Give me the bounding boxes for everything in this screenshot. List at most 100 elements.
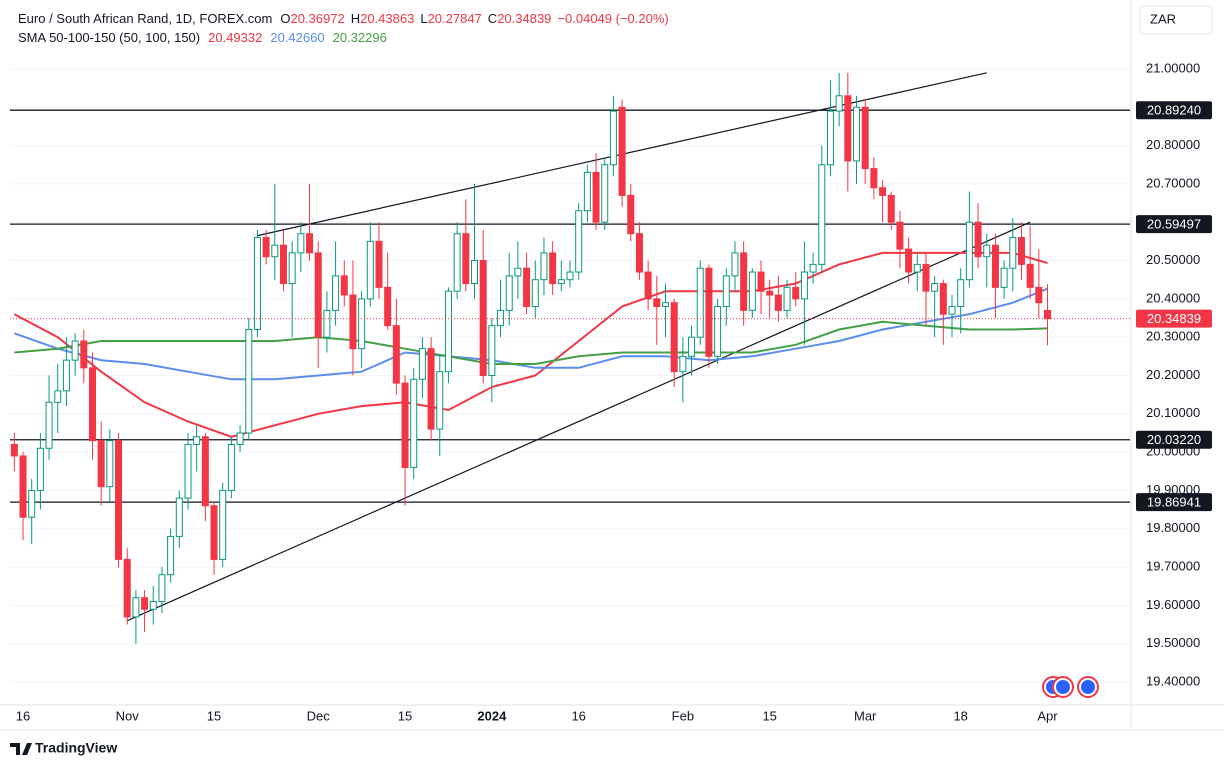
candle-body	[601, 164, 609, 223]
candle-body	[184, 443, 192, 499]
level-label: 20.59497	[1147, 217, 1201, 232]
candle-body	[488, 325, 496, 376]
candle-body	[314, 252, 322, 338]
candle-body	[679, 355, 687, 373]
candle-body	[418, 348, 426, 380]
candle-body	[253, 237, 261, 331]
y-tick-label: 20.40000	[1146, 290, 1200, 305]
candle-body	[115, 440, 123, 560]
sma-value: 20.42660	[270, 30, 324, 45]
candle-body	[392, 325, 400, 384]
candle-body	[792, 286, 800, 300]
candle-body	[644, 271, 652, 300]
level-label: 20.03220	[1147, 432, 1201, 447]
sma-value: 20.32296	[333, 30, 387, 45]
ohlc-value: 20.27847	[428, 11, 482, 26]
candle-body	[809, 263, 817, 273]
plot-area	[10, 68, 1130, 683]
ohlc-value: 20.34839	[497, 11, 551, 26]
candle-body	[1009, 237, 1017, 269]
candle-body	[497, 309, 505, 327]
candle-body	[774, 294, 782, 311]
candle-body	[783, 286, 791, 311]
candle-body	[731, 252, 739, 277]
y-tick-label: 20.50000	[1146, 252, 1200, 267]
candle-body	[10, 443, 18, 457]
candle-body	[861, 106, 869, 170]
ohlc-key: C	[488, 11, 497, 26]
candle-body	[71, 340, 79, 361]
sma-value: 20.49332	[208, 30, 262, 45]
candle-body	[757, 271, 765, 292]
candle-body	[514, 267, 522, 277]
candle-body	[54, 390, 62, 403]
candle-body	[653, 298, 661, 308]
event-icon	[1081, 680, 1095, 694]
candle-body	[1017, 237, 1025, 265]
sma-line	[13, 251, 1048, 438]
axes: 19.40000 19.50000 19.60000 19.70000 19.80000…	[16, 60, 1212, 723]
ohlc-key: L	[420, 11, 427, 26]
candle-body	[80, 340, 88, 369]
y-tick-label: 20.70000	[1146, 175, 1200, 190]
candle-body	[931, 283, 939, 292]
candle-body	[705, 267, 713, 357]
level-label: 19.86941	[1147, 495, 1201, 510]
candle-body	[583, 171, 591, 212]
candle-body	[1026, 263, 1034, 288]
candle-body	[948, 306, 956, 315]
sma-line	[13, 287, 1048, 381]
candle-body	[566, 271, 574, 281]
candle-body	[722, 275, 730, 308]
candle-body	[149, 601, 157, 610]
candle-body	[549, 252, 557, 285]
candle-body	[332, 275, 340, 311]
x-tick-label: 15	[207, 708, 221, 723]
brand: TradingView	[35, 740, 117, 756]
candle-body	[410, 378, 418, 468]
x-tick-label: 18	[953, 708, 967, 723]
candle-body	[193, 436, 201, 445]
x-tick-label: Dec	[307, 708, 331, 723]
candle-body	[896, 221, 904, 250]
candle-body	[19, 455, 27, 518]
y-tick-label: 19.90000	[1146, 482, 1200, 497]
event-icon	[1056, 680, 1070, 694]
level-label-box	[1136, 493, 1212, 512]
candle-body	[271, 244, 279, 258]
logo: TradingView	[10, 740, 117, 756]
y-tick-label: 20.10000	[1146, 405, 1200, 420]
candle-body	[175, 497, 183, 537]
candle-body	[835, 95, 843, 112]
currency-box[interactable]	[1139, 5, 1213, 35]
candle-body	[401, 382, 409, 468]
candle-body	[557, 279, 565, 285]
y-tick-label: 19.80000	[1146, 520, 1200, 535]
ohlc-key: H	[351, 11, 360, 26]
logo-mark	[10, 743, 32, 755]
ohlc-value: 20.36972	[290, 11, 344, 26]
x-tick-label: Apr	[1037, 708, 1058, 723]
candle-body	[288, 252, 296, 285]
x-tick-label: 16	[16, 708, 30, 723]
candle-body	[279, 244, 287, 285]
candle-body	[844, 95, 852, 162]
candle-body	[201, 436, 209, 507]
candle-body	[1044, 309, 1052, 320]
candle-body	[714, 306, 722, 357]
candle-body	[227, 443, 235, 491]
candle-body	[262, 237, 270, 258]
candle-body	[88, 367, 96, 442]
candle-body	[913, 263, 921, 273]
ohlc-key: O	[280, 11, 290, 26]
candle-body	[766, 290, 774, 296]
candle-body	[358, 298, 366, 350]
candle-body	[462, 233, 470, 285]
y-tick-label: 19.50000	[1146, 635, 1200, 650]
currency[interactable]: ZAR	[1150, 11, 1176, 26]
candle-body	[983, 244, 991, 258]
candle-body	[627, 194, 635, 235]
candle-body	[436, 371, 444, 430]
sma-line	[14, 320, 1048, 365]
candle-body	[740, 252, 748, 311]
